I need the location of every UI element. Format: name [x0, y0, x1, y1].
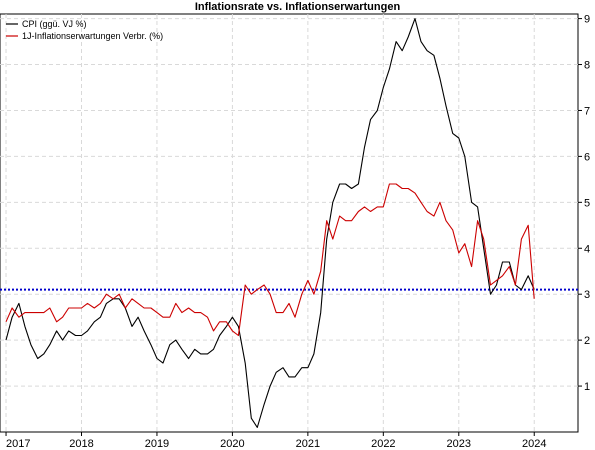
x-tick-label-2021: 2021 [296, 438, 320, 450]
y-tick-label-3: 3 [584, 289, 590, 301]
y-tick-label-5: 5 [584, 197, 590, 209]
x-tick-label-2017: 2017 [6, 438, 30, 450]
grid [0, 14, 578, 432]
chart-title: Inflationsrate vs. Inflationserwartungen [194, 1, 401, 13]
legend: CPI (ggü. VJ %) 1J-Inflationserwartungen … [6, 19, 163, 41]
series-line-1 [5, 18, 535, 428]
x-tick-label-2023: 2023 [447, 438, 471, 450]
series-line-2 [5, 183, 535, 337]
x-tick-label-2018: 2018 [69, 438, 93, 450]
x-tick-label-2022: 2022 [371, 438, 395, 450]
x-tick-label-2020: 2020 [220, 438, 244, 450]
y-tick-label-1: 1 [584, 381, 590, 393]
y-tick-label-9: 9 [584, 14, 590, 26]
x-tick-label-2024: 2024 [522, 438, 546, 450]
y-tick-label-6: 6 [584, 151, 590, 163]
y-tick-label-7: 7 [584, 105, 590, 117]
x-tick-label-2019: 2019 [145, 438, 169, 450]
legend-label-2: 1J-Inflationserwartungen Verbr. (%) [22, 31, 163, 41]
y-tick-label-2: 2 [584, 335, 590, 347]
y-tick-label-4: 4 [584, 243, 590, 255]
axes: 1 2 3 4 5 6 7 8 9 2017 2018 2019 2020 2021 2022 2023 202… [5, 14, 590, 450]
plot-area [0, 13, 579, 433]
y-tick-label-8: 8 [584, 60, 590, 72]
legend-label-1: CPI (ggü. VJ %) [22, 19, 87, 29]
series-group [5, 18, 535, 428]
